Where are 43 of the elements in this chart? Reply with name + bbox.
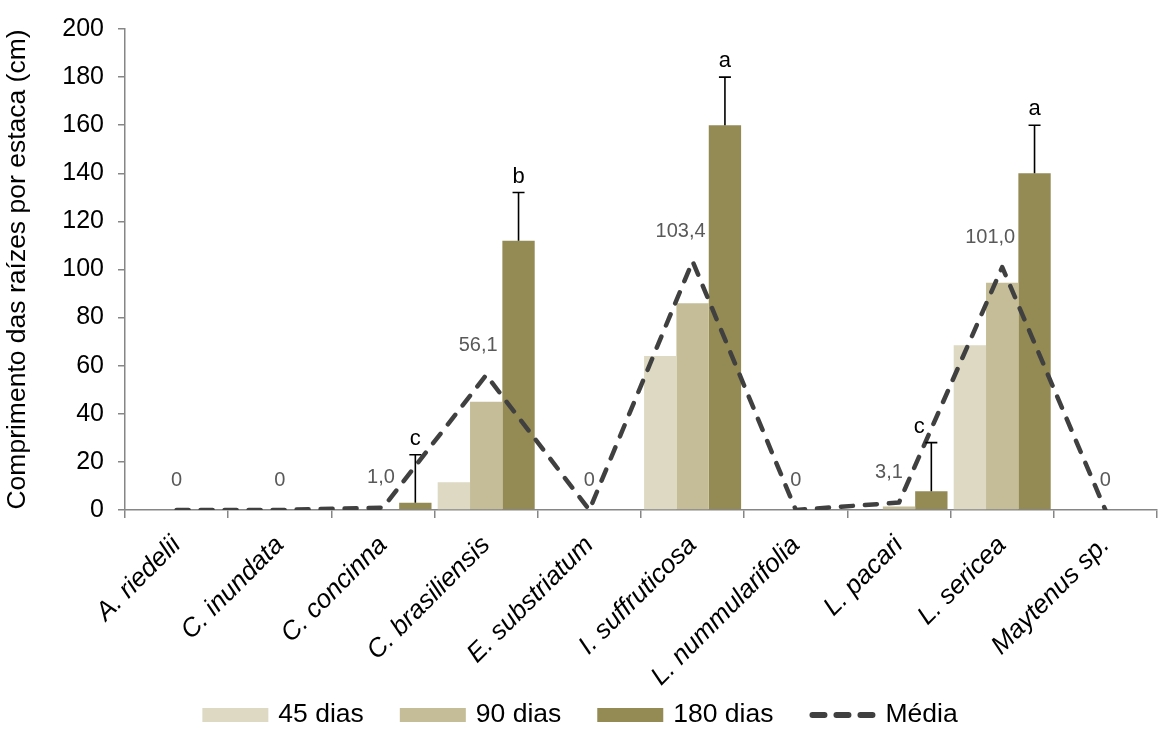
data-label: 0 (274, 467, 286, 490)
bar (644, 356, 677, 510)
annotation: a (1028, 95, 1042, 121)
data-label: 1,0 (367, 465, 395, 488)
bar (953, 345, 987, 510)
bar (470, 401, 503, 510)
bar (882, 506, 916, 510)
data-label: 101,0 (965, 224, 1016, 247)
y-tick-label: 100 (62, 253, 104, 282)
bar (437, 482, 471, 510)
data-label: 0 (790, 467, 802, 490)
bar (915, 491, 948, 510)
annotation: a (718, 47, 732, 73)
legend-label: Média (885, 698, 958, 729)
y-tick-label: 120 (62, 205, 104, 234)
bar (708, 125, 742, 510)
bar (399, 502, 432, 510)
legend-label: 90 dias (475, 698, 562, 729)
y-tick-label: 80 (76, 301, 104, 330)
bar (676, 303, 709, 510)
data-label: 0 (171, 467, 183, 490)
bar (986, 282, 1019, 510)
y-tick-label: 20 (76, 445, 104, 474)
annotation: b (512, 162, 525, 188)
y-tick-label: 160 (62, 109, 104, 138)
y-tick-label: 180 (62, 60, 104, 89)
y-tick-label: 140 (62, 157, 104, 186)
bar (502, 240, 535, 510)
y-axis-title: Comprimento das raízes por estaca (cm) (1, 29, 32, 510)
legend-label: 45 dias (278, 698, 364, 729)
annotation: c (409, 424, 421, 450)
data-label: 0 (1099, 467, 1111, 490)
y-tick-label: 200 (62, 12, 104, 41)
data-label: 103,4 (655, 218, 706, 241)
data-label: 3,1 (875, 460, 903, 483)
data-label: 56,1 (458, 332, 498, 355)
y-tick-label: 0 (90, 493, 104, 522)
y-tick-label: 60 (76, 349, 104, 378)
data-label: 0 (583, 467, 595, 490)
legend-label: 180 dias (673, 698, 774, 729)
y-tick-label: 40 (76, 397, 104, 426)
bar (1018, 173, 1051, 510)
annotation: c (913, 412, 925, 438)
